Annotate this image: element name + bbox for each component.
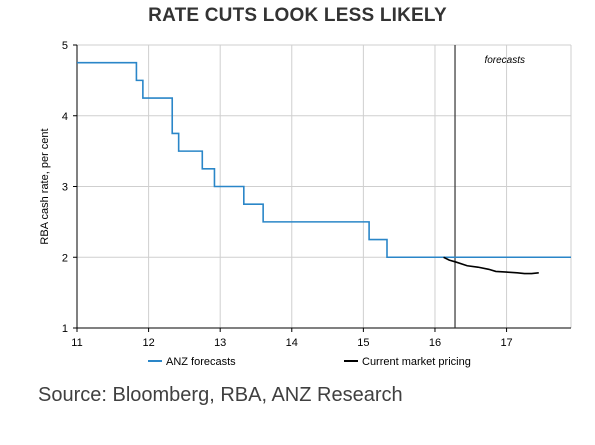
x-tick-label: 14	[286, 337, 298, 349]
x-tick-label: 16	[429, 337, 441, 349]
x-tick-label: 11	[71, 337, 82, 349]
x-tick-label: 13	[214, 337, 226, 349]
anz-forecasts-line	[77, 61, 571, 259]
y-tick-label: 4	[62, 111, 68, 123]
y-tick-label: 2	[62, 252, 68, 264]
axes	[73, 44, 571, 332]
chart-title: RATE CUTS LOOK LESS LIKELY	[148, 5, 447, 26]
x-tick-label: 12	[142, 337, 154, 349]
source-note: Source: Bloomberg, RBA, ANZ Research	[38, 384, 403, 406]
market-pricing-line	[443, 256, 539, 275]
forecasts-annotation: forecasts	[484, 55, 525, 66]
x-tick-label: 17	[500, 337, 512, 349]
legend-anz-forecasts-label: ANZ forecasts	[166, 356, 236, 368]
y-axis-title: RBA cash rate, per cent	[39, 128, 51, 244]
series-layer	[77, 61, 571, 275]
legend-market-pricing-label: Current market pricing	[362, 356, 471, 368]
legend: ANZ forecasts Current market pricing	[148, 356, 471, 368]
grid	[77, 44, 572, 328]
y-tick-label: 1	[62, 323, 68, 335]
y-tick-label: 3	[62, 182, 68, 194]
y-tick-label: 5	[62, 40, 68, 52]
x-tick-label: 15	[357, 337, 369, 349]
